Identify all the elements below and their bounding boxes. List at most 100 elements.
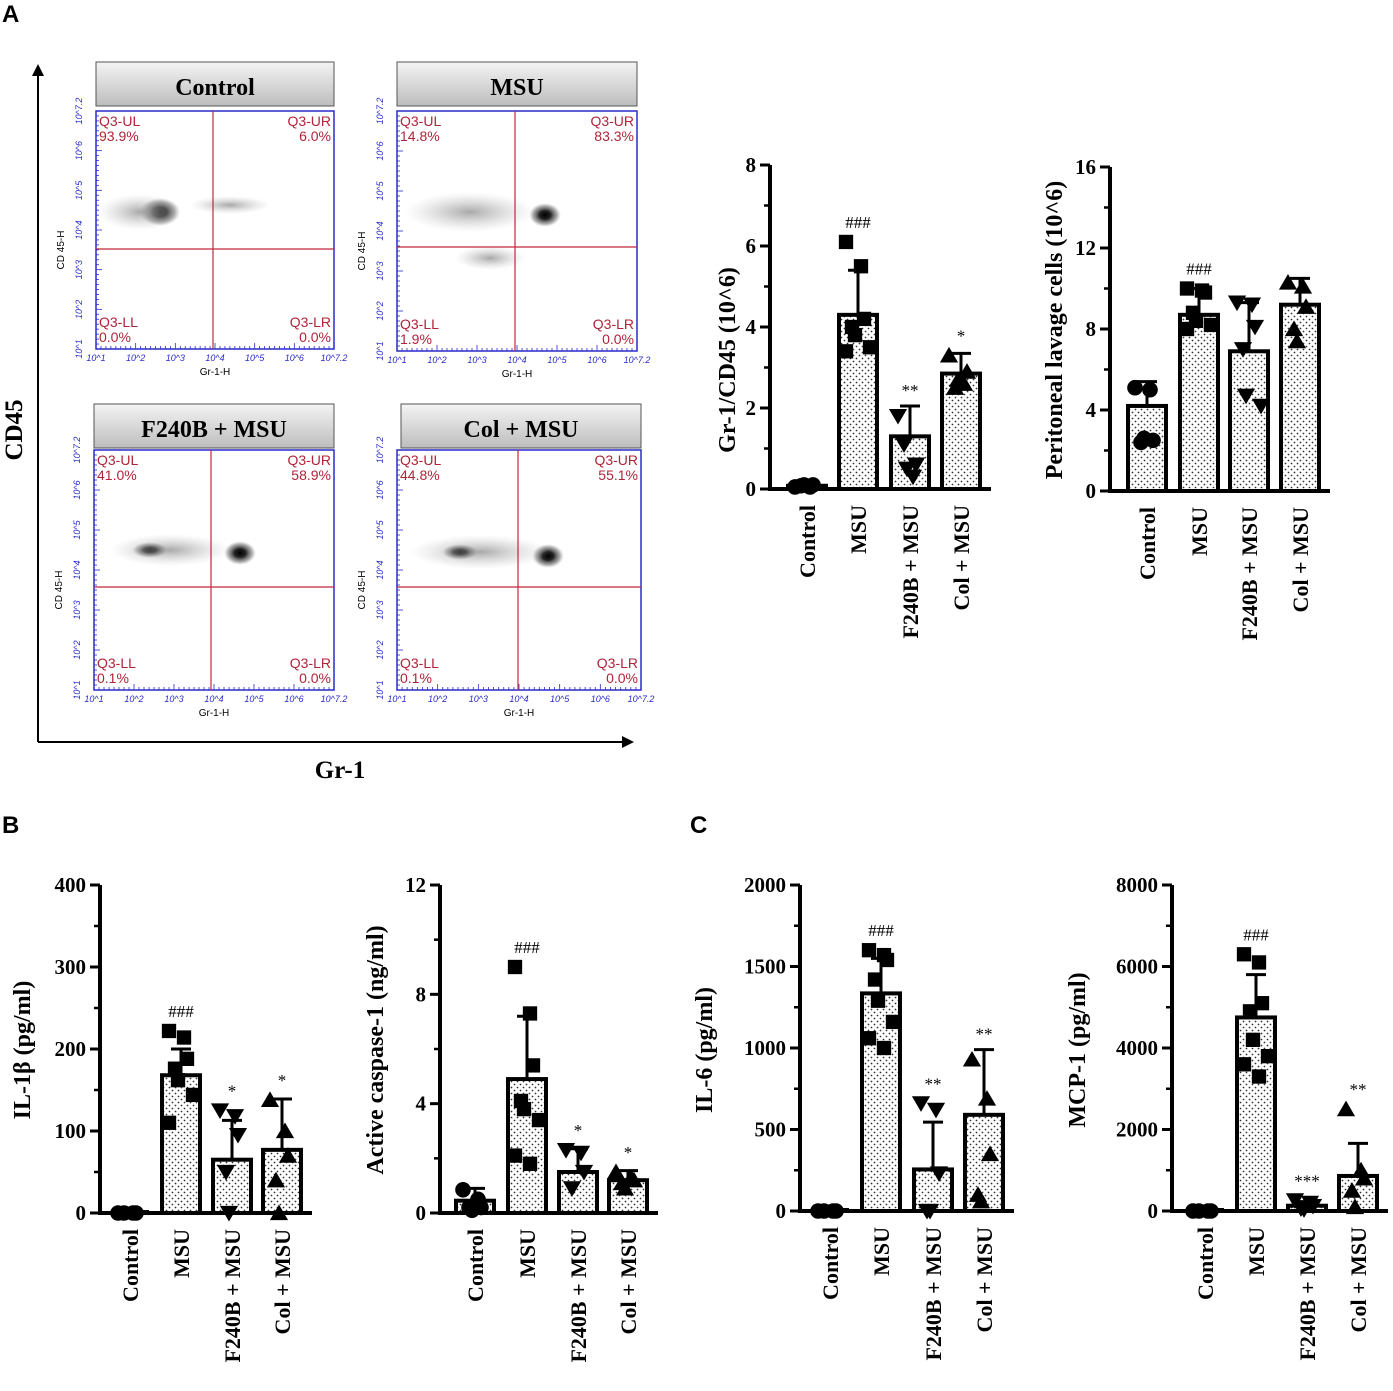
flow-x-tick-label: 10^7.2 [628,694,655,704]
significance-marker: ### [845,213,871,232]
flow-y-tick-label: 10^5 [375,519,385,539]
y-axis-title: IL-1β (pg/ml) [10,981,36,1120]
data-point [1336,1100,1356,1117]
quadrant-lr-value: 0.0% [299,670,331,686]
data-point [867,972,883,987]
flow-plot-frame [93,449,335,691]
quadrant-lr-name: Q3-LR [597,655,638,671]
x-category-label: F240B + MSU [921,1227,946,1361]
data-point [1227,295,1247,312]
flow-plot-header [400,403,642,449]
y-tick-label: 8 [1086,317,1097,341]
significance-marker: * [228,1082,237,1101]
y-tick-label: 0 [1148,1199,1159,1223]
data-point [1203,317,1219,333]
x-category-label: Control [1193,1227,1218,1300]
flow-x-tick-label: 10^4 [507,355,526,365]
data-point [1342,1182,1362,1198]
data-point [1236,388,1256,405]
y-tick-label: 0 [1086,479,1097,503]
data-point [957,363,977,379]
y-axis-title: MCP-1 (pg/ml) [1065,972,1091,1127]
flow-plot-1: ControlQ3-UL93.9%Q3-UR6.0%Q3-LL0.0%Q3-LR… [56,61,347,378]
data-point [796,477,812,493]
x-category-label: Control [818,1227,843,1300]
data-point [176,1030,192,1045]
flow-y-tick-label: 10^5 [72,519,82,539]
flow-y-axis-title: CD45 [1,399,28,460]
x-category-label: Control [795,505,820,578]
flow-x-tick-label: 10^2 [428,694,447,704]
y-tick-label: 2 [746,396,757,420]
flow-x-tick-label: 10^4 [205,353,224,363]
data-point [1242,1004,1258,1019]
flow-plot-title: Control [175,75,255,101]
data-point [879,952,895,968]
flow-y-tick-label: 10^7.2 [72,437,82,464]
quadrant-ur-value: 83.3% [594,128,634,144]
data-point [885,1014,901,1030]
cell-population-haze [455,246,525,270]
y-tick-label: 4 [746,315,757,339]
data-point [1236,947,1252,962]
flow-y-tick-label: 10^1 [72,680,82,699]
x-category-label: MSU [1187,507,1212,556]
significance-marker: ** [1350,1080,1367,1099]
flow-y-tick-label: 10^4 [375,221,385,240]
data-point [1351,1161,1371,1178]
data-point [216,1164,236,1181]
data-point [464,1202,480,1219]
data-point [1284,320,1304,337]
flow-x-tick-label: 10^4 [204,694,223,704]
y-tick-label: 0 [76,1201,87,1225]
y-tick-label: 400 [55,873,87,897]
data-point [260,1091,280,1107]
data-point [861,943,877,958]
flow-y-tick-label: 10^4 [74,220,84,239]
flow-y-tick-label: 10^1 [375,680,385,699]
bar-chart-6: 0 2000 4000 6000 8000 MCP-1 (pg/ml) Control ###… [1065,873,1388,1361]
data-point [926,1102,946,1119]
data-point [1354,1169,1374,1186]
data-point [945,379,965,395]
flow-x-tick-label: 10^6 [285,353,304,363]
y-tick-label: 6000 [1116,955,1158,979]
flow-x-tick-label: 10^5 [244,694,264,704]
y-tick-label: 6 [746,234,757,258]
x-category-label: F240B + MSU [1295,1227,1320,1361]
data-point [1142,381,1158,398]
flow-y-tick-label: 10^5 [375,180,385,200]
x-category-label: Control [463,1229,488,1302]
flow-x-tick-label: 10^2 [126,353,145,363]
significance-marker: ### [1243,925,1269,944]
quadrant-lr-name: Q3-LR [290,655,331,671]
panel-label-b: B [2,812,19,839]
x-category-label: MSU [169,1229,194,1278]
x-category-label: Control [118,1229,143,1302]
significance-marker: ### [868,921,894,940]
data-point [1245,1032,1261,1047]
data-point [116,1205,132,1221]
flow-y-tick-label: 10^7.2 [74,98,84,125]
significance-marker: ### [168,1002,194,1021]
flow-x-tick-label: 10^3 [166,353,185,363]
data-point [525,1058,541,1073]
y-axis-title: IL-6 (pg/ml) [692,987,718,1113]
data-point [897,461,917,478]
flow-x-tick-label: 10^7.2 [624,355,651,365]
cell-population-cluster [529,203,561,227]
y-tick-label: 4 [416,1092,427,1116]
data-point [167,1061,183,1076]
flow-plot-header [93,403,335,449]
quadrant-ll-value: 0.0% [99,329,131,345]
bar-1 [1126,403,1168,494]
bar-2 [1178,312,1220,494]
flow-x-axis-title: Gr-1 [315,757,365,784]
y-tick-label: 2000 [744,873,786,897]
flow-x-tick-label: 10^3 [164,694,183,704]
data-point [179,1051,195,1066]
data-point [574,1164,594,1181]
data-point [962,1050,982,1067]
data-point [1236,1057,1252,1072]
